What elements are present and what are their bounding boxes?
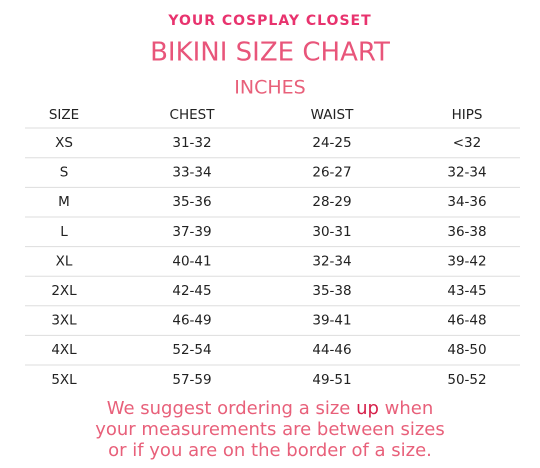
table-cell: 35-38 (312, 283, 351, 299)
table-cell: 42-45 (172, 283, 211, 299)
note-line: We suggest ordering a size up when (107, 398, 434, 419)
note-text: when (379, 398, 433, 419)
table-cell: 32-34 (312, 253, 351, 269)
title: BIKINI SIZE CHART (150, 38, 390, 68)
note-line: your measurements are between sizes (95, 419, 445, 440)
size-label: 3XL (51, 313, 77, 329)
size-label: XS (55, 135, 73, 151)
table-cell: 43-45 (447, 283, 486, 299)
table-cell: 36-38 (447, 224, 486, 240)
table-cell: 28-29 (312, 194, 351, 210)
table-cell: 30-31 (312, 224, 351, 240)
table-cell: 26-27 (312, 165, 351, 181)
note-text: We suggest ordering a size (107, 398, 356, 419)
table-cell: 49-51 (312, 372, 351, 388)
note-line: or if you are on the border of a size. (108, 440, 432, 461)
table-cell: 50-52 (447, 372, 486, 388)
size-label: M (58, 194, 70, 210)
subtitle: INCHES (234, 77, 305, 99)
note-emphasis: up (356, 398, 379, 419)
size-label: 4XL (51, 342, 77, 358)
column-header: WAIST (311, 107, 354, 123)
size-label: 5XL (51, 372, 77, 388)
table-cell: 32-34 (447, 165, 486, 181)
table-cell: 48-50 (447, 342, 486, 358)
table-cell: 39-42 (447, 253, 486, 269)
column-header: HIPS (452, 107, 483, 123)
table-cell: 57-59 (172, 372, 211, 388)
table-cell: 24-25 (312, 135, 351, 151)
column-header: CHEST (170, 107, 216, 123)
table-cell: 35-36 (172, 194, 211, 210)
table-cell: 33-34 (172, 165, 211, 181)
size-label: 2XL (51, 283, 77, 299)
table-cell: 40-41 (172, 253, 211, 269)
size-label: S (60, 165, 69, 181)
size-label: XL (56, 253, 73, 269)
size-label: L (60, 224, 68, 240)
table-cell: <32 (453, 135, 482, 151)
table-cell: 37-39 (172, 224, 211, 240)
table-cell: 46-49 (172, 313, 211, 329)
brand: YOUR COSPLAY CLOSET (167, 13, 371, 29)
table-cell: 46-48 (447, 313, 486, 329)
table-cell: 52-54 (172, 342, 211, 358)
table-cell: 31-32 (172, 135, 211, 151)
table-cell: 34-36 (447, 194, 486, 210)
table-cell: 39-41 (312, 313, 351, 329)
column-header: SIZE (49, 107, 79, 123)
table-cell: 44-46 (312, 342, 351, 358)
